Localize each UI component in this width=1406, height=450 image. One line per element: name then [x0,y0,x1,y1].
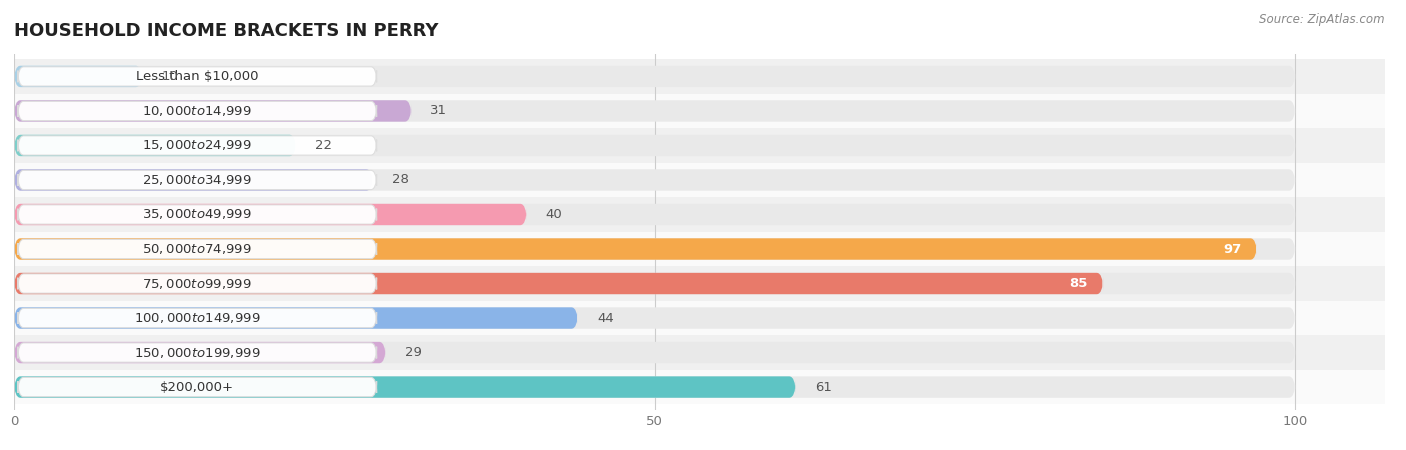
Text: 29: 29 [405,346,422,359]
FancyBboxPatch shape [14,135,295,156]
FancyBboxPatch shape [14,301,1385,335]
FancyBboxPatch shape [14,370,1385,404]
FancyBboxPatch shape [14,66,142,87]
FancyBboxPatch shape [18,378,377,397]
FancyBboxPatch shape [14,204,526,225]
FancyBboxPatch shape [14,59,1385,94]
FancyBboxPatch shape [18,308,377,328]
Text: $35,000 to $49,999: $35,000 to $49,999 [142,207,252,221]
Text: 61: 61 [815,381,832,394]
Text: HOUSEHOLD INCOME BRACKETS IN PERRY: HOUSEHOLD INCOME BRACKETS IN PERRY [14,22,439,40]
FancyBboxPatch shape [14,169,1295,191]
FancyBboxPatch shape [14,100,1295,122]
FancyBboxPatch shape [14,273,1295,294]
Text: $25,000 to $34,999: $25,000 to $34,999 [142,173,252,187]
Text: $50,000 to $74,999: $50,000 to $74,999 [142,242,252,256]
FancyBboxPatch shape [14,342,1295,363]
FancyBboxPatch shape [18,136,377,155]
FancyBboxPatch shape [14,307,1295,329]
FancyBboxPatch shape [14,135,1295,156]
Text: Less than $10,000: Less than $10,000 [136,70,259,83]
FancyBboxPatch shape [14,238,1295,260]
FancyBboxPatch shape [14,232,1385,266]
FancyBboxPatch shape [14,94,1385,128]
FancyBboxPatch shape [14,335,1385,370]
FancyBboxPatch shape [14,163,1385,197]
FancyBboxPatch shape [14,128,1385,163]
FancyBboxPatch shape [18,67,377,86]
FancyBboxPatch shape [14,204,1295,225]
Text: 85: 85 [1070,277,1088,290]
Text: 10: 10 [162,70,179,83]
Text: 97: 97 [1223,243,1241,256]
FancyBboxPatch shape [18,171,377,189]
Text: $100,000 to $149,999: $100,000 to $149,999 [134,311,260,325]
FancyBboxPatch shape [14,376,1295,398]
FancyBboxPatch shape [14,238,1257,260]
Text: Source: ZipAtlas.com: Source: ZipAtlas.com [1260,14,1385,27]
FancyBboxPatch shape [18,343,377,362]
FancyBboxPatch shape [18,274,377,293]
Text: 44: 44 [598,311,614,324]
FancyBboxPatch shape [18,101,377,121]
Text: $200,000+: $200,000+ [160,381,235,394]
Text: 40: 40 [546,208,562,221]
Text: 31: 31 [430,104,447,117]
FancyBboxPatch shape [18,205,377,224]
Text: 22: 22 [315,139,332,152]
FancyBboxPatch shape [14,169,373,191]
FancyBboxPatch shape [14,342,385,363]
Text: 28: 28 [392,174,409,186]
Text: $150,000 to $199,999: $150,000 to $199,999 [134,346,260,360]
FancyBboxPatch shape [14,266,1385,301]
FancyBboxPatch shape [14,376,796,398]
FancyBboxPatch shape [14,66,1295,87]
Text: $10,000 to $14,999: $10,000 to $14,999 [142,104,252,118]
FancyBboxPatch shape [14,197,1385,232]
FancyBboxPatch shape [14,307,578,329]
Text: $15,000 to $24,999: $15,000 to $24,999 [142,139,252,153]
FancyBboxPatch shape [14,100,411,122]
FancyBboxPatch shape [14,273,1104,294]
FancyBboxPatch shape [18,239,377,259]
Text: $75,000 to $99,999: $75,000 to $99,999 [142,276,252,291]
